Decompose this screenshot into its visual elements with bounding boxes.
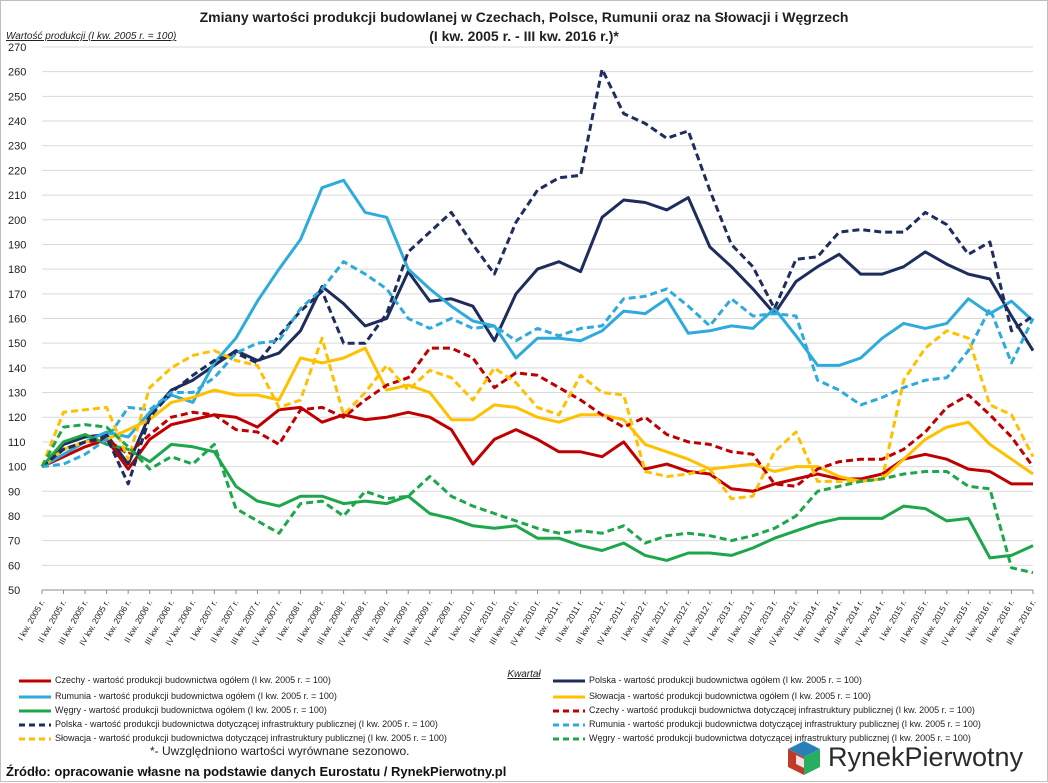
- logo-wordmark: RynekPierwotny: [828, 742, 1024, 772]
- gridlines: [42, 46, 1033, 591]
- legend-swatch: [553, 679, 585, 683]
- series-line-6: [41, 346, 1035, 488]
- y-tick-label: 270: [8, 42, 26, 54]
- legend-label: Rumunia - wartość produkcji budownictwa …: [55, 691, 337, 701]
- legend-swatch: [19, 723, 51, 727]
- x-axis-label: Kwartał: [507, 669, 541, 680]
- series-line-8: [41, 260, 1035, 469]
- legend-label: Rumunia - wartość produkcji budownictwa …: [589, 719, 981, 729]
- source-note: Źródło: opracowanie własne na podstawie …: [6, 764, 507, 779]
- y-tick-label: 230: [8, 141, 26, 153]
- legend-label: Węgry - wartość produkcji budownictwa do…: [589, 733, 971, 743]
- y-tick-label: 170: [8, 289, 26, 301]
- y-tick-label: 100: [8, 462, 26, 474]
- legend-item: Słowacja - wartość produkcji budownictwa…: [552, 691, 871, 702]
- legend-swatch: [19, 695, 51, 699]
- y-tick-label: 160: [8, 314, 26, 326]
- logo-cube-icon: [788, 741, 820, 775]
- y-tick-label: 140: [8, 363, 26, 375]
- series-lines: [40, 67, 1035, 575]
- y-tick-label: 180: [8, 264, 26, 276]
- legend-item: Czechy - wartość produkcji budownictwa o…: [18, 675, 331, 686]
- series-line-7: [41, 67, 1034, 486]
- legend-swatch: [19, 737, 51, 741]
- legend-label: Czechy - wartość produkcji budownictwa o…: [55, 675, 331, 685]
- y-axis-label: Wartość produkcji (I kw. 2005 r. = 100): [6, 31, 177, 42]
- legend-label: Polska - wartość produkcji budownictwa o…: [589, 675, 862, 685]
- y-tick-label: 250: [8, 91, 26, 103]
- legend-swatch: [553, 709, 585, 713]
- x-axis: I kw. 2005 r.II kw. 2005 r.III kw. 2005 …: [15, 589, 1038, 647]
- legend-swatch: [19, 709, 51, 713]
- legend-item: Słowacja - wartość produkcji budownictwa…: [18, 733, 447, 744]
- y-tick-label: 50: [8, 585, 20, 597]
- legend-item: Rumunia - wartość produkcji budownictwa …: [18, 691, 337, 702]
- brand-logo: RynekPierwotny: [784, 738, 1040, 778]
- y-tick-label: 110: [8, 437, 26, 449]
- y-tick-label: 220: [8, 165, 26, 177]
- legend-item: Rumunia - wartość produkcji budownictwa …: [552, 719, 981, 730]
- legend-item: Czechy - wartość produkcji budownictwa d…: [552, 705, 975, 716]
- legend-label: Węgry - wartość produkcji budownictwa og…: [55, 705, 327, 715]
- y-tick-label: 260: [8, 67, 26, 79]
- legend-label: Słowacja - wartość produkcji budownictwa…: [55, 733, 447, 743]
- footnote: *- Uwzględniono wartości wyrównane sezon…: [150, 744, 410, 758]
- chart-title: Zmiany wartości produkcji budowlanej w C…: [199, 9, 849, 25]
- legend-label: Polska - wartość produkcji budownictwa d…: [55, 719, 438, 729]
- legend-item: Polska - wartość produkcji budownictwa o…: [552, 675, 862, 686]
- series-line-9: [40, 329, 1035, 501]
- y-tick-label: 150: [8, 338, 26, 350]
- series-line-3: [41, 178, 1035, 468]
- legend-label: Słowacja - wartość produkcji budownictwa…: [589, 691, 871, 701]
- y-tick-label: 190: [8, 239, 26, 251]
- chart-subtitle: (I kw. 2005 r. - III kw. 2016 r.)*: [429, 28, 619, 44]
- legend-item: Węgry - wartość produkcji budownictwa og…: [18, 705, 327, 716]
- y-tick-label: 70: [8, 536, 20, 548]
- y-tick-label: 130: [8, 388, 26, 400]
- y-axis: 50 60 70 80 90 100 110 120 130 140 150 160 170 180 190…: [8, 42, 26, 597]
- series-line-10: [40, 423, 1034, 575]
- legend-item: Polska - wartość produkcji budownictwa d…: [18, 719, 438, 730]
- y-tick-label: 210: [8, 190, 26, 202]
- y-tick-label: 200: [8, 215, 26, 227]
- legend-swatch: [19, 679, 51, 683]
- series-line-2: [40, 196, 1035, 468]
- y-tick-label: 90: [8, 486, 20, 498]
- legend-swatch: [553, 737, 585, 741]
- y-tick-label: 240: [8, 116, 26, 128]
- legend-swatch: [553, 723, 585, 727]
- series-line-5: [40, 433, 1034, 562]
- legend-swatch: [553, 695, 585, 699]
- y-tick-label: 60: [8, 560, 20, 572]
- legend-item: Węgry - wartość produkcji budownictwa do…: [552, 733, 971, 744]
- series-line-1: [41, 405, 1033, 493]
- legend-label: Czechy - wartość produkcji budownictwa d…: [589, 705, 975, 715]
- y-tick-label: 120: [8, 412, 26, 424]
- line-chart: 50 60 70 80 90 100 110 120 130 140 150 160 170 180 190…: [8, 42, 1038, 680]
- y-tick-label: 80: [8, 511, 20, 523]
